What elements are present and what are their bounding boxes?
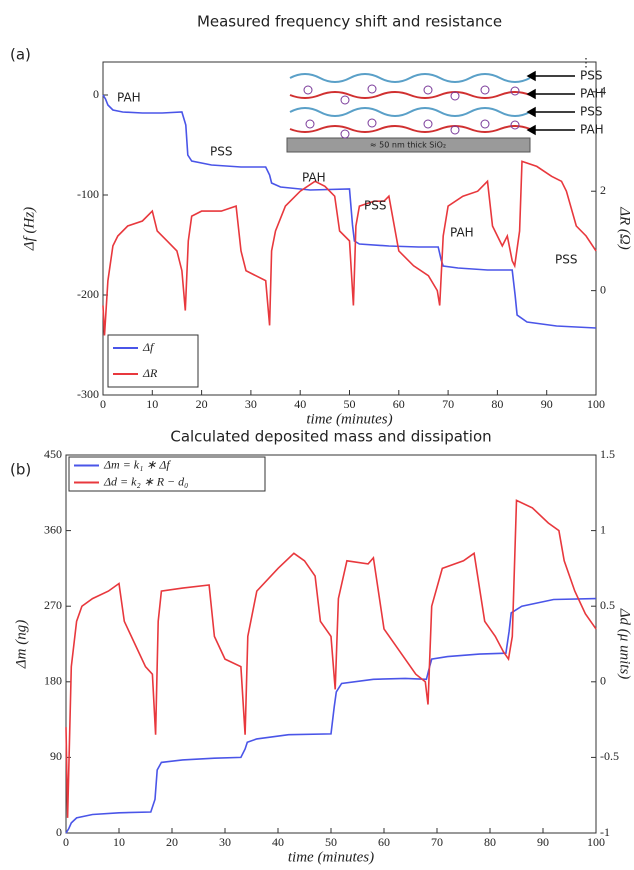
legend-box [107,334,199,388]
y-tick-label: -200 [77,287,99,301]
x-tick-label: 20 [196,397,208,411]
y-tick-label: 90 [50,749,62,763]
y2-tick-label: 0.5 [600,598,615,612]
x-tick-label: 60 [378,835,390,849]
inset-layer-label: ⋮ [580,56,592,70]
legend-label: ΔR [142,366,158,380]
y2-axis-label: Δd (μ units) [617,608,633,680]
series-line [102,94,597,329]
y2-tick-label: -0.5 [600,749,619,763]
x-tick-label: 0 [63,835,69,849]
legend-label: Δd = k₂ ∗ R − d₀ [103,474,188,488]
annotation: PAH [302,171,326,185]
y2-tick-label: -1 [600,825,610,839]
inset-layer-label: PSS [580,69,602,83]
x-tick-label: 20 [166,835,178,849]
y2-axis-label: ΔR (Ω) [617,206,633,250]
x-tick-label: 30 [219,835,231,849]
y-axis-label: Δf (Hz) [21,207,37,251]
y2-tick-label: 0 [600,674,606,688]
x-tick-label: 60 [393,397,405,411]
arrows [526,70,575,136]
y2-tick-label: 0 [600,282,606,296]
substrate [286,137,531,153]
x-tick-label: 70 [442,397,454,411]
ions [303,84,520,139]
x-tick-label: 100 [587,835,605,849]
y-tick-label: 270 [44,598,62,612]
x-tick-label: 40 [294,397,306,411]
chart-title: Calculated deposited mass and dissipatio… [170,428,491,446]
x-tick-label: 50 [344,397,356,411]
inset-layer-label: PAH [580,123,604,137]
x-tick-label: 50 [325,835,337,849]
pss-layer [289,107,531,117]
panel-label: (b) [10,461,31,479]
annotation: PAH [450,226,474,240]
chart-title: Measured frequency shift and resistance [197,13,502,31]
inset-substrate-label: ≈ 50 nm thick SiO₂ [370,141,446,150]
series-line [102,160,597,336]
y2-tick-label: 4 [600,84,606,98]
y2-tick-label: 1 [600,522,606,536]
x-tick-label: 0 [100,397,106,411]
pah-layer [289,91,531,99]
x-tick-label: 30 [245,397,257,411]
x-tick-label: 100 [587,397,605,411]
y-axis-label: Δm (ng) [13,620,29,669]
series-line [65,597,597,834]
x-tick-label: 90 [541,397,553,411]
x-tick-label: 10 [146,397,158,411]
x-axis-label: time (minutes) [306,411,392,427]
panel-label: (a) [10,46,31,64]
inset-layer-label: PAH [580,87,604,101]
y-tick-label: 0 [93,87,99,101]
y-tick-label: 180 [44,674,62,688]
legend-box [68,456,266,492]
y2-tick-label: 1.5 [600,447,615,461]
pah-layer [289,125,531,133]
legend-label: Δm = k₁ ∗ Δf [103,457,171,471]
y2-tick-label: 2 [600,183,606,197]
annotation: PSS [555,253,577,267]
x-axis-label: time (minutes) [288,849,374,865]
x-tick-label: 80 [484,835,496,849]
x-tick-label: 70 [431,835,443,849]
x-tick-label: 90 [537,835,549,849]
x-tick-label: 10 [113,835,125,849]
inset-layer-label: PSS [580,105,602,119]
x-tick-label: 40 [272,835,284,849]
inset-diagram [286,70,575,153]
y-tick-label: -100 [77,187,99,201]
y-tick-label: -300 [77,387,99,401]
y-tick-label: 450 [44,447,62,461]
y-tick-label: 0 [56,825,62,839]
legend-label: Δf [142,340,155,354]
pss-layer [289,73,531,83]
annotation: PAH [117,91,141,105]
annotation: PSS [364,199,386,213]
series-line [65,499,597,818]
x-tick-label: 80 [491,397,503,411]
y-tick-label: 360 [44,522,62,536]
annotation: PSS [210,145,232,159]
